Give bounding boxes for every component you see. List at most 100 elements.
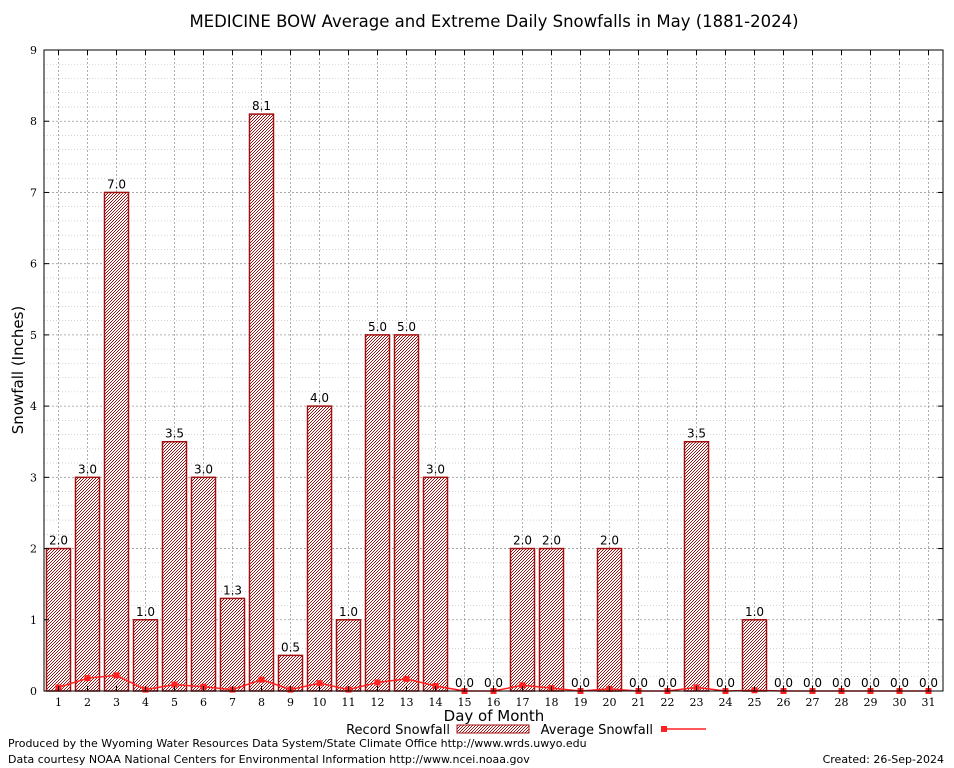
- bar-data-label: 5.0: [368, 320, 387, 334]
- bar-data-label: 2.0: [542, 534, 561, 548]
- x-tick-label: 20: [603, 696, 617, 709]
- bar-data-label: 3.0: [78, 462, 97, 476]
- bar-data-label: 1.0: [136, 605, 155, 619]
- bar-record-snowfall: [190, 476, 217, 692]
- bar-data-label: 1.3: [223, 583, 242, 597]
- grid: [44, 50, 943, 691]
- y-axis-label: Snowfall (Inches): [9, 306, 27, 434]
- bar-record-snowfall: [132, 619, 159, 692]
- bar-data-label: 8.1: [252, 99, 271, 113]
- y-tick-label: 7: [30, 186, 37, 199]
- x-tick-label: 30: [893, 696, 907, 709]
- x-tick-label: 22: [661, 696, 675, 709]
- data-labels: 2.0 3.0 7.0 1.0 3.5 3.0 1.3 8.1 0.5 4.0 1.0 5.0 5.0 3…: [49, 99, 938, 690]
- y-tick-label: 3: [30, 471, 37, 484]
- y-tick-label: 1: [30, 614, 37, 627]
- x-tick-label: 6: [200, 696, 207, 709]
- x-tick-label: 9: [287, 696, 294, 709]
- bar-data-label: 2.0: [49, 534, 68, 548]
- x-tick-label: 28: [835, 696, 849, 709]
- average-snowfall-point: [113, 672, 120, 679]
- bar-data-label: 0.0: [716, 676, 735, 690]
- bar-record-snowfall: [248, 113, 275, 692]
- x-tick-label: 3: [113, 696, 120, 709]
- x-tick-label: 11: [342, 696, 356, 709]
- bar-data-label: 0.5: [281, 640, 300, 654]
- bar-record-snowfall: [335, 619, 362, 692]
- y-tick-label: 9: [30, 44, 37, 57]
- legend-average-label: Average Snowfall: [541, 723, 653, 738]
- x-tick-label: 29: [864, 696, 878, 709]
- x-tick-label: 16: [487, 696, 501, 709]
- x-axis-label: Day of Month: [444, 707, 545, 725]
- bar-record-snowfall: [596, 547, 623, 692]
- average-snowfall-point: [258, 676, 265, 683]
- x-tick-label: 2: [84, 696, 91, 709]
- bar-record-snowfall: [219, 597, 246, 692]
- legend-average-marker: [661, 726, 667, 732]
- bar-data-label: 0.0: [629, 676, 648, 690]
- bar-data-label: 0.0: [658, 676, 677, 690]
- bar-data-label: 0.0: [832, 676, 851, 690]
- x-tick-label: 7: [229, 696, 236, 709]
- bar-data-label: 0.0: [455, 676, 474, 690]
- x-tick-label: 24: [719, 696, 733, 709]
- bar-data-label: 3.0: [426, 462, 445, 476]
- bar-record-snowfall: [161, 440, 188, 692]
- bar-data-label: 4.0: [310, 391, 329, 405]
- average-snowfall-point: [403, 675, 410, 682]
- bar-record-snowfall: [306, 405, 333, 692]
- bar-data-label: 0.0: [919, 676, 938, 690]
- x-tick-label: 23: [690, 696, 704, 709]
- y-tick-label: 4: [30, 400, 37, 413]
- bar-record-snowfall: [741, 619, 768, 692]
- legend-record-swatch: [456, 724, 530, 734]
- bar-data-label: 1.0: [745, 605, 764, 619]
- average-snowfall-point: [84, 675, 91, 682]
- average-snowfall-point: [171, 681, 178, 688]
- x-tick-label: 18: [545, 696, 559, 709]
- x-tick-label: 19: [574, 696, 588, 709]
- bar-record-snowfall: [538, 547, 565, 692]
- x-tick-label: 25: [748, 696, 762, 709]
- bar-record-snowfall: [422, 476, 449, 692]
- x-tick-label: 15: [458, 696, 472, 709]
- bar-data-label: 5.0: [397, 320, 416, 334]
- bar-data-label: 0.0: [571, 676, 590, 690]
- bar-record-snowfall: [364, 334, 391, 692]
- footer-created: Created: 26-Sep-2024: [823, 753, 944, 766]
- x-tick-label: 1: [55, 696, 62, 709]
- bar-data-label: 0.0: [803, 676, 822, 690]
- legend-record-label: Record Snowfall: [346, 723, 450, 738]
- bar-data-label: 3.0: [194, 462, 213, 476]
- y-tick-label: 2: [30, 543, 37, 556]
- y-tick-label: 8: [30, 115, 37, 128]
- chart-title: MEDICINE BOW Average and Extreme Daily S…: [189, 12, 798, 31]
- x-tick-label: 13: [400, 696, 414, 709]
- x-tick-label: 14: [429, 696, 443, 709]
- x-tick-label: 27: [806, 696, 820, 709]
- x-tick-label: 10: [313, 696, 327, 709]
- bar-record-snowfall: [683, 440, 710, 692]
- bar-record-snowfall: [393, 334, 420, 692]
- bar-data-label: 0.0: [890, 676, 909, 690]
- bar-data-label: 2.0: [600, 534, 619, 548]
- x-tick-label: 17: [516, 696, 530, 709]
- x-tick-label: 4: [142, 696, 149, 709]
- x-tick-label: 26: [777, 696, 791, 709]
- x-tick-label: 5: [171, 696, 178, 709]
- footer-data-courtesy: Data courtesy NOAA National Centers for …: [8, 753, 530, 766]
- bar-record-snowfall: [103, 191, 130, 692]
- x-tick-label: 12: [371, 696, 385, 709]
- y-tick-label: 0: [30, 685, 37, 698]
- bar-data-label: 7.0: [107, 177, 126, 191]
- y-tick-label: 5: [30, 329, 37, 342]
- bar-data-label: 0.0: [861, 676, 880, 690]
- bar-data-label: 0.0: [774, 676, 793, 690]
- bar-record-snowfall: [509, 547, 536, 692]
- average-snowfall-point: [519, 682, 526, 689]
- average-snowfall-point: [374, 679, 381, 686]
- bar-record-snowfall: [277, 654, 304, 692]
- x-tick-label: 8: [258, 696, 265, 709]
